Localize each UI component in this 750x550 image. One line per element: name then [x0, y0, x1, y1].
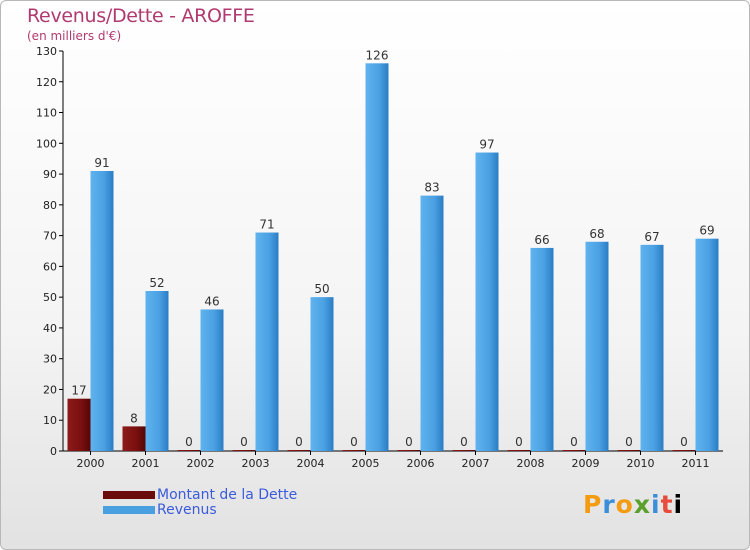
legend-item-dette: Montant de la Dette	[103, 486, 298, 503]
legend: Montant de la Dette Revenus	[103, 486, 298, 518]
y-tick-label: 110	[36, 107, 57, 120]
bar-revenus	[530, 247, 554, 451]
bar-revenus	[695, 238, 719, 451]
data-label-revenus: 97	[479, 138, 494, 152]
bar-revenus	[90, 171, 114, 451]
data-label-dette: 0	[240, 435, 248, 449]
bar-dette	[452, 450, 476, 451]
bar-revenus	[420, 195, 444, 451]
data-label-revenus: 68	[589, 227, 604, 241]
data-label-revenus: 69	[699, 224, 714, 238]
data-labels: 17 91 8 52 0 46 0 71 0 50 0 126 0 83 0 97 0 66 0 68 0 67 0 69	[71, 48, 714, 449]
data-label-dette: 0	[460, 435, 468, 449]
x-tick-label: 2003	[242, 457, 270, 470]
data-label-dette: 0	[680, 435, 688, 449]
y-tick-label: 60	[43, 260, 57, 273]
bar-dette	[177, 450, 201, 451]
data-label-revenus: 83	[424, 181, 439, 195]
chart-title: Revenus/Dette - AROFFE	[27, 5, 255, 27]
x-tick-label: 2010	[627, 457, 655, 470]
y-tick-label: 40	[43, 322, 57, 335]
bars	[67, 63, 719, 452]
bar-dette	[342, 450, 366, 451]
y-tick-label: 0	[50, 445, 57, 458]
x-tick-label: 2006	[407, 457, 435, 470]
legend-swatch-dette	[103, 490, 155, 499]
x-tick-label: 2008	[517, 457, 545, 470]
data-label-revenus: 52	[149, 276, 164, 290]
bar-dette	[397, 450, 421, 451]
y-tick-label: 50	[43, 291, 57, 304]
legend-label-dette: Montant de la Dette	[157, 486, 298, 503]
data-label-revenus: 91	[94, 156, 109, 170]
x-tick-label: 2009	[572, 457, 600, 470]
data-label-dette: 0	[625, 435, 633, 449]
x-tick-label: 2007	[462, 457, 490, 470]
bar-dette	[232, 450, 256, 451]
x-tick-label: 2002	[187, 457, 215, 470]
data-label-dette: 0	[350, 435, 358, 449]
bar-dette	[67, 398, 91, 451]
data-label-dette: 0	[185, 435, 193, 449]
data-label-dette: 0	[405, 435, 413, 449]
bar-revenus	[640, 244, 664, 451]
bar-dette	[672, 450, 696, 451]
y-tick-label: 120	[36, 76, 57, 89]
y-tick-label: 130	[36, 45, 57, 58]
bar-revenus	[475, 152, 499, 452]
bar-dette	[507, 450, 531, 451]
data-label-revenus: 126	[366, 48, 389, 62]
x-tick-label: 2004	[297, 457, 325, 470]
bar-dette	[122, 426, 146, 451]
proxiti-logo: Proxiti	[583, 490, 684, 519]
y-tick-label: 20	[43, 383, 57, 396]
x-tick-label: 2000	[77, 457, 105, 470]
y-tick-label: 100	[36, 137, 57, 150]
bar-revenus	[310, 297, 334, 451]
bar-revenus	[200, 309, 224, 451]
data-label-dette: 0	[570, 435, 578, 449]
data-label-revenus: 66	[534, 233, 549, 247]
data-label-dette: 17	[71, 384, 86, 398]
legend-swatch-revenus	[103, 505, 155, 514]
data-label-dette: 8	[130, 411, 138, 425]
y-tick-label: 70	[43, 230, 57, 243]
legend-item-revenus: Revenus	[103, 501, 297, 518]
data-label-revenus: 71	[259, 218, 274, 232]
bar-revenus	[585, 241, 609, 451]
legend-label-revenus: Revenus	[157, 501, 217, 518]
bar-dette	[562, 450, 586, 451]
data-label-dette: 0	[295, 435, 303, 449]
x-tick-label: 2005	[352, 457, 380, 470]
y-tick-label: 90	[43, 168, 57, 181]
x-tick-label: 2001	[132, 457, 160, 470]
data-label-revenus: 50	[314, 282, 329, 296]
bar-dette	[287, 450, 311, 451]
chart-unit-label: (en milliers d'€)	[27, 29, 122, 43]
y-tick-label: 10	[43, 414, 57, 427]
bar-revenus	[255, 232, 279, 451]
y-tick-label: 80	[43, 199, 57, 212]
data-label-revenus: 46	[204, 294, 219, 308]
x-tick-label: 2011	[682, 457, 710, 470]
bar-dette	[617, 450, 641, 451]
bar-revenus	[365, 63, 389, 452]
y-tick-label: 30	[43, 353, 57, 366]
bar-revenus	[145, 291, 169, 451]
data-label-dette: 0	[515, 435, 523, 449]
data-label-revenus: 67	[644, 230, 659, 244]
